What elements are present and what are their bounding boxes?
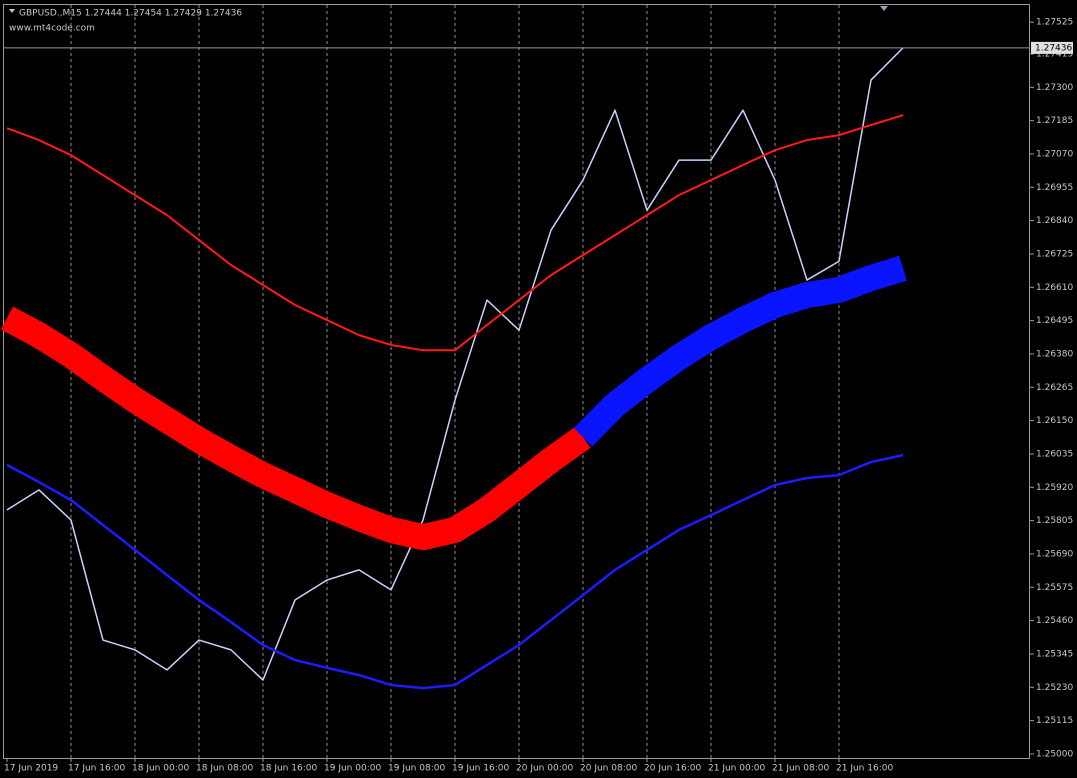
x-tick-label: 19 Jun 08:00 bbox=[388, 764, 445, 774]
series-line bbox=[573, 255, 907, 447]
x-tick-label: 18 Jun 00:00 bbox=[132, 764, 189, 774]
x-tick-label: 21 Jun 08:00 bbox=[772, 764, 829, 774]
plot-frame bbox=[3, 4, 1030, 759]
x-tick-label: 18 Jun 08:00 bbox=[196, 764, 253, 774]
last-price-box bbox=[1031, 41, 1073, 54]
y-tick-label: 1.26495 bbox=[1036, 316, 1073, 326]
y-tick-label: 1.27415 bbox=[1036, 49, 1073, 59]
y-tick-label: 1.25575 bbox=[1036, 583, 1073, 593]
shift-marker bbox=[880, 6, 888, 11]
y-tick-label: 1.26380 bbox=[1036, 349, 1073, 359]
symbol-arrow bbox=[9, 9, 15, 13]
x-tick-label: 19 Jun 00:00 bbox=[324, 764, 381, 774]
x-tick-label: 21 Jun 16:00 bbox=[836, 764, 893, 774]
y-tick-label: 1.25805 bbox=[1036, 516, 1073, 526]
last-price-label: 1.27436 bbox=[1035, 43, 1072, 53]
y-tick-label: 1.26840 bbox=[1036, 216, 1073, 226]
y-tick-label: 1.25230 bbox=[1036, 683, 1073, 693]
y-tick-label: 1.25115 bbox=[1036, 716, 1073, 726]
x-tick-label: 20 Jun 00:00 bbox=[516, 764, 573, 774]
y-tick-label: 1.27300 bbox=[1036, 83, 1073, 93]
y-tick-label: 1.26150 bbox=[1036, 416, 1073, 426]
chart-subtitle: www.mt4code.com bbox=[9, 24, 95, 34]
y-tick-label: 1.26265 bbox=[1036, 383, 1073, 393]
y-tick-label: 1.25460 bbox=[1036, 616, 1073, 626]
x-tick-label: 21 Jun 00:00 bbox=[708, 764, 765, 774]
y-tick-label: 1.25690 bbox=[1036, 549, 1073, 559]
x-tick-label: 19 Jun 16:00 bbox=[452, 764, 509, 774]
y-tick-label: 1.27185 bbox=[1036, 116, 1073, 126]
y-tick-label: 1.26955 bbox=[1036, 183, 1073, 193]
x-tick-label: 17 Jun 16:00 bbox=[68, 764, 125, 774]
y-tick-label: 1.25345 bbox=[1036, 649, 1073, 659]
y-tick-label: 1.25920 bbox=[1036, 483, 1073, 493]
x-tick-label: 20 Jun 08:00 bbox=[580, 764, 637, 774]
y-tick-label: 1.27070 bbox=[1036, 149, 1073, 159]
y-tick-label: 1.27525 bbox=[1036, 18, 1073, 28]
y-tick-label: 1.26610 bbox=[1036, 283, 1073, 293]
y-tick-label: 1.26725 bbox=[1036, 249, 1073, 259]
y-tick-label: 1.26035 bbox=[1036, 449, 1073, 459]
series-line bbox=[0, 306, 591, 551]
x-tick-label: 20 Jun 16:00 bbox=[644, 764, 701, 774]
series-line bbox=[6, 114, 904, 352]
series-line bbox=[6, 47, 904, 681]
y-tick-label: 1.25000 bbox=[1036, 749, 1073, 759]
x-tick-label: 18 Jun 16:00 bbox=[260, 764, 317, 774]
series-line bbox=[6, 453, 904, 690]
x-tick-label: 17 Jun 2019 bbox=[4, 764, 58, 774]
chart-title: GBPUSD.,M15 1.27444 1.27454 1.27429 1.27… bbox=[19, 9, 242, 19]
